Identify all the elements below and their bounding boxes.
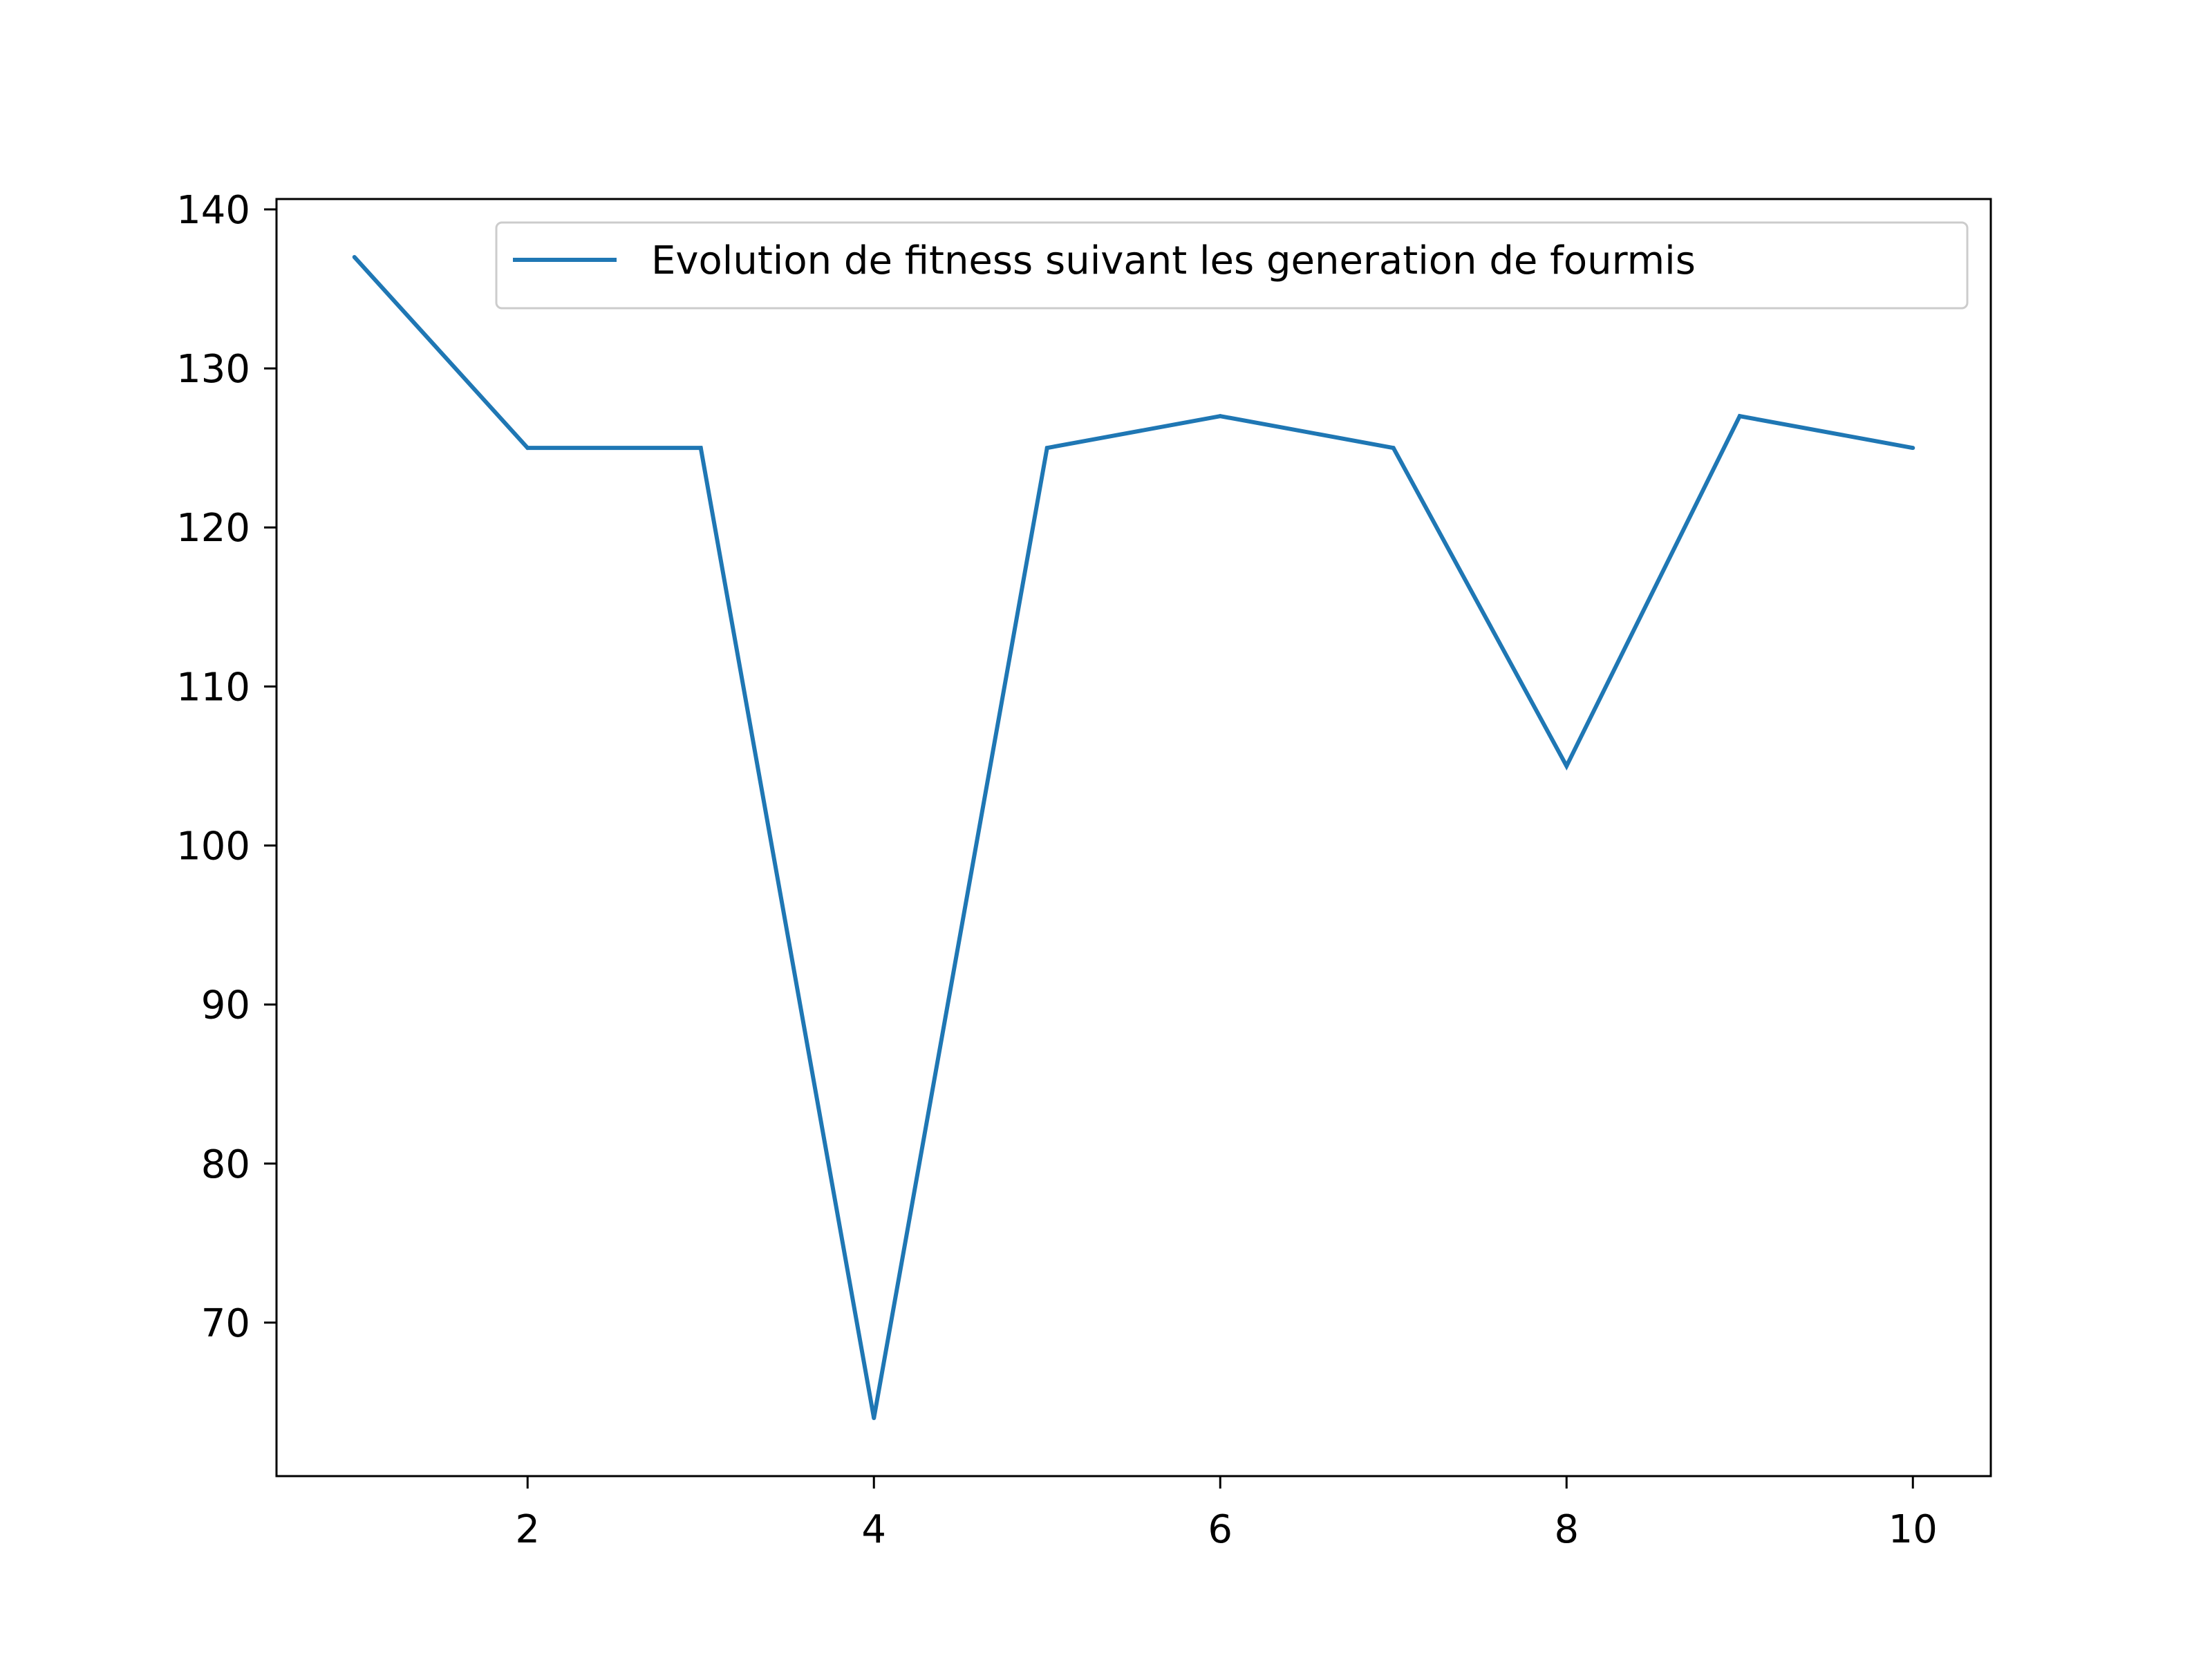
- y-tick-label: 80: [201, 1142, 250, 1187]
- y-tick-label: 140: [176, 188, 250, 233]
- x-axis: 2 4 6 8 10: [515, 1476, 1938, 1552]
- data-point: [525, 446, 530, 451]
- y-tick-label: 120: [176, 506, 250, 551]
- y-tick-label: 130: [176, 347, 250, 392]
- y-tick-label: 90: [201, 983, 250, 1028]
- y-tick-label: 70: [201, 1301, 250, 1346]
- data-point: [1218, 414, 1223, 419]
- x-tick-label: 8: [1554, 1507, 1579, 1552]
- data-point: [1391, 446, 1396, 451]
- legend-entry-label: Evolution de fitness suivant les generat…: [651, 238, 1696, 283]
- data-point: [1044, 446, 1049, 451]
- legend: Evolution de fitness suivant les generat…: [495, 221, 1969, 310]
- legend-box: [495, 221, 1969, 310]
- y-tick-label: 110: [176, 665, 250, 710]
- data-point: [872, 1416, 877, 1420]
- data-point: [352, 255, 357, 259]
- y-tick-label: 100: [176, 824, 250, 869]
- x-tick-label: 6: [1208, 1507, 1232, 1552]
- data-point: [1911, 446, 1915, 451]
- axes-frame: [275, 198, 1992, 1477]
- x-tick-label: 2: [515, 1507, 540, 1552]
- y-axis: 70 80 90 100 110 120 130 140: [176, 188, 276, 1346]
- series-line-0: [353, 255, 1913, 1419]
- data-point: [1737, 414, 1742, 419]
- x-tick-label: 10: [1888, 1507, 1938, 1552]
- data-point: [698, 446, 703, 451]
- series-layer: [352, 255, 1915, 1420]
- x-tick-label: 4: [861, 1507, 886, 1552]
- data-point: [1564, 764, 1569, 768]
